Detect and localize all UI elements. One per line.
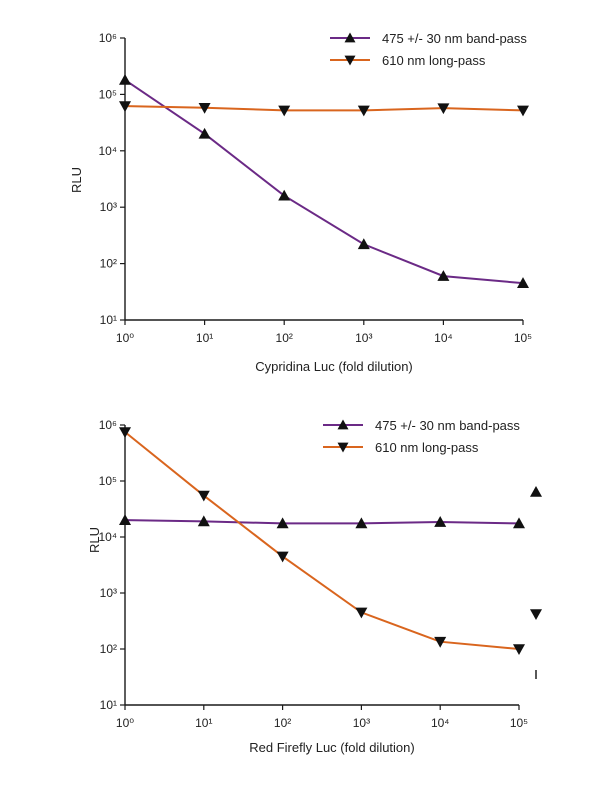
- data-point: [355, 517, 368, 529]
- series-line: [124, 431, 520, 650]
- data-point: [119, 427, 131, 438]
- series-1: [119, 74, 529, 288]
- legend-marker: [344, 32, 356, 43]
- y-tick-label: 10¹: [100, 313, 117, 327]
- series-2: [119, 427, 525, 655]
- legend-label: 610 nm long-pass: [382, 53, 486, 68]
- series-line: [124, 79, 524, 285]
- x-tick-label: 10⁵: [510, 716, 528, 730]
- series-line: [124, 519, 520, 525]
- series-2: [119, 101, 529, 117]
- y-tick-label: 10⁶: [99, 31, 117, 45]
- data-point: [437, 103, 450, 115]
- data-point: [513, 644, 525, 655]
- data-point: [198, 102, 211, 114]
- series-1: [119, 514, 525, 529]
- data-point: [434, 516, 447, 527]
- x-tick-label: 10¹: [195, 716, 212, 730]
- y-axis-label: RLU: [69, 167, 84, 193]
- y-tick-label: 10⁵: [99, 474, 117, 488]
- x-tick-label: 10⁰: [116, 716, 134, 730]
- stray-marks: [530, 486, 542, 679]
- data-point: [355, 607, 368, 619]
- legend-marker: [337, 442, 349, 453]
- data-point: [517, 277, 529, 288]
- data-point: [513, 517, 525, 529]
- y-tick-label: 10⁴: [98, 144, 117, 158]
- legend: 475 +/- 30 nm band-pass 610 nm long-pass: [323, 418, 520, 455]
- data-point: [197, 490, 210, 502]
- stray-triangle-down: [530, 609, 542, 620]
- x-tick-label: 10⁴: [431, 716, 450, 730]
- x-tick-label: 10²: [274, 716, 291, 730]
- data-point: [276, 551, 289, 563]
- x-tick-label: 10⁴: [434, 331, 453, 345]
- legend: 475 +/- 30 nm band-pass 610 nm long-pass: [330, 31, 527, 68]
- data-point: [357, 105, 370, 117]
- y-tick-label: 10¹: [100, 698, 117, 712]
- data-point: [198, 127, 211, 139]
- data-point: [517, 105, 529, 117]
- x-tick-label: 10²: [276, 331, 293, 345]
- stray-triangle-up: [530, 486, 542, 497]
- legend-marker: [337, 419, 349, 430]
- data-point: [357, 238, 370, 250]
- data-point: [119, 101, 131, 113]
- x-axis-label: Cypridina Luc (fold dilution): [255, 359, 413, 374]
- data-point: [278, 189, 291, 201]
- chart-1: 10¹ 10² 10³ 10⁴ 10⁵ 10⁶ 10⁰ 10¹ 10² 10³ 10⁴ 10⁵ Cypr…: [69, 31, 532, 374]
- data-point: [437, 270, 450, 281]
- legend-label: 610 nm long-pass: [375, 440, 479, 455]
- y-tick-label: 10⁴: [98, 530, 117, 544]
- series-line: [124, 105, 524, 112]
- data-point: [119, 514, 131, 525]
- y-tick-label: 10³: [100, 200, 117, 214]
- y-tick-label: 10⁶: [99, 418, 117, 432]
- data-point: [197, 515, 210, 527]
- x-tick-label: 10¹: [196, 331, 213, 345]
- y-tick-label: 10²: [100, 642, 117, 656]
- y-tick-label: 10²: [100, 257, 117, 271]
- data-point: [278, 105, 291, 117]
- legend-label: 475 +/- 30 nm band-pass: [382, 31, 527, 46]
- y-tick-label: 10³: [100, 586, 117, 600]
- data-point: [434, 636, 447, 648]
- x-tick-label: 10³: [353, 716, 370, 730]
- y-axis-label: RLU: [87, 527, 102, 553]
- x-tick-label: 10³: [355, 331, 372, 345]
- legend-label: 475 +/- 30 nm band-pass: [375, 418, 520, 433]
- data-point: [276, 517, 289, 529]
- y-tick-label: 10⁵: [99, 87, 117, 101]
- legend-marker: [344, 55, 356, 66]
- x-tick-label: 10⁰: [116, 331, 134, 345]
- x-axis-label: Red Firefly Luc (fold dilution): [249, 740, 414, 755]
- x-tick-label: 10⁵: [514, 331, 532, 345]
- data-point: [119, 74, 131, 85]
- chart-2: 10¹ 10² 10³ 10⁴ 10⁵ 10⁶ 10⁰ 10¹ 10² 10³ 10⁴ 10⁵ Red …: [87, 418, 528, 755]
